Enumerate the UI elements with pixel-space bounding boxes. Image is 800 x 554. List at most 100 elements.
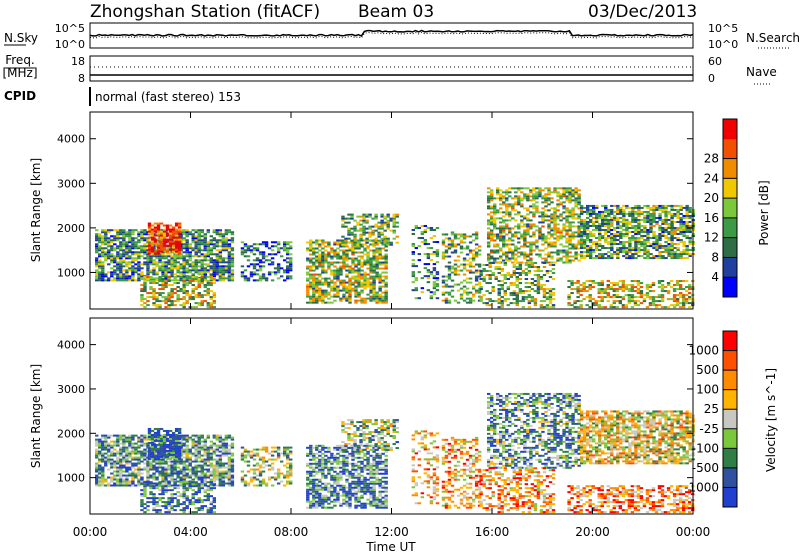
echo-cell [306,289,310,292]
echo-cell [161,261,165,264]
echo-cell [670,226,674,229]
echo-cell [527,286,532,289]
echo-cell [553,213,557,216]
echo-cell [98,253,102,256]
echo-cell [116,452,120,455]
echo-cell [547,261,551,264]
echo-cell [288,241,293,244]
echo-cell [612,306,617,309]
echo-cell [536,276,541,279]
echo-cell [348,257,352,260]
echo-cell [471,239,476,242]
echo-cell [488,282,492,285]
echo-cell [682,206,686,209]
echo-cell [365,215,369,218]
echo-cell [616,243,620,246]
echo-cell [670,231,674,234]
echo-cell [670,251,674,254]
echo-cell [429,237,434,240]
echo-cell [366,277,370,280]
echo-cell [174,238,179,241]
echo-cell [381,281,385,284]
echo-cell [375,255,379,258]
echo-cell [168,234,173,237]
echo-cell [158,460,162,463]
echo-cell [101,271,105,274]
echo-cell [456,243,461,246]
echo-cell [321,243,325,246]
echo-cell [315,299,319,302]
echo-cell [535,211,539,214]
echo-cell [369,263,373,266]
echo-cell [153,230,158,233]
echo-cell [634,210,638,213]
echo-cell [330,287,334,290]
echo-cell [616,218,620,221]
echo-cell [347,221,351,224]
echo-cell [512,265,517,268]
echo-cell [684,302,689,305]
echo-cell [357,293,361,296]
echo-cell [270,253,275,256]
echo-cell [167,452,171,455]
echo-cell [194,239,198,242]
echo-cell [450,233,455,236]
echo-cell [497,265,501,268]
echo-cell [146,476,150,479]
echo-cell [101,253,105,256]
echo-cell [553,237,557,240]
echo-cell [612,284,617,287]
echo-cell [330,301,334,304]
echo-cell [159,242,164,245]
echo-cell [206,306,210,309]
echo-cell [559,249,563,252]
echo-cell [176,460,180,463]
echo-cell [622,224,626,227]
echo-cell [538,255,542,258]
echo-cell [494,267,498,271]
echo-cell [104,478,108,481]
echo-cell [661,231,665,234]
echo-cell [164,280,168,283]
echo-cell [489,221,494,224]
echo-cell [131,458,135,461]
echo-cell [660,296,665,299]
echo-cell [98,482,102,485]
echo-cell [212,306,217,309]
echo-cell [574,199,578,202]
echo-cell [357,275,361,278]
echo-cell [240,249,245,252]
echo-cell [491,261,495,264]
echo-cell [639,282,644,285]
echo-cell [161,474,165,477]
echo-cell [655,208,659,211]
echo-cell [128,442,132,445]
echo-cell [595,226,599,229]
echo-cell [206,251,210,254]
echo-cell [545,306,550,309]
echo-cell [655,235,659,238]
echo-cell [380,231,384,234]
echo-cell [131,470,135,473]
echo-cell [146,263,150,266]
echo-cell [576,288,580,291]
echo-cell [150,242,155,245]
echo-cell [143,239,147,242]
echo-cell [574,253,578,256]
echo-cell [636,282,641,285]
echo-cell [486,227,491,230]
echo-cell [506,298,510,301]
echo-cell [508,219,512,222]
echo-cell [675,304,680,307]
echo-cell [378,277,382,280]
echo-cell [658,226,662,229]
echo-cell [378,295,382,298]
echo-cell [149,462,153,465]
echo-cell [134,458,138,461]
echo-cell [459,235,464,238]
echo-cell [640,237,644,240]
echo-cell [486,245,491,248]
echo-cell [375,295,379,298]
echo-cell [161,480,165,483]
echo-cell [137,275,141,278]
